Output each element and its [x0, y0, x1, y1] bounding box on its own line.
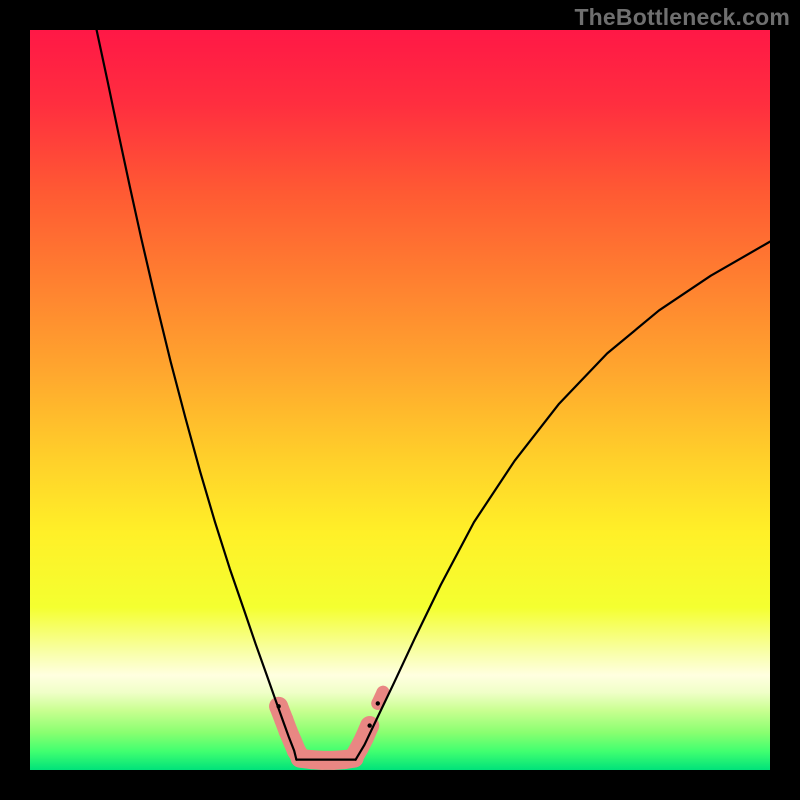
plot-background — [30, 30, 770, 770]
chart-root: TheBottleneck.com — [0, 0, 800, 800]
watermark-text: TheBottleneck.com — [574, 4, 790, 31]
chart-svg — [0, 0, 800, 800]
